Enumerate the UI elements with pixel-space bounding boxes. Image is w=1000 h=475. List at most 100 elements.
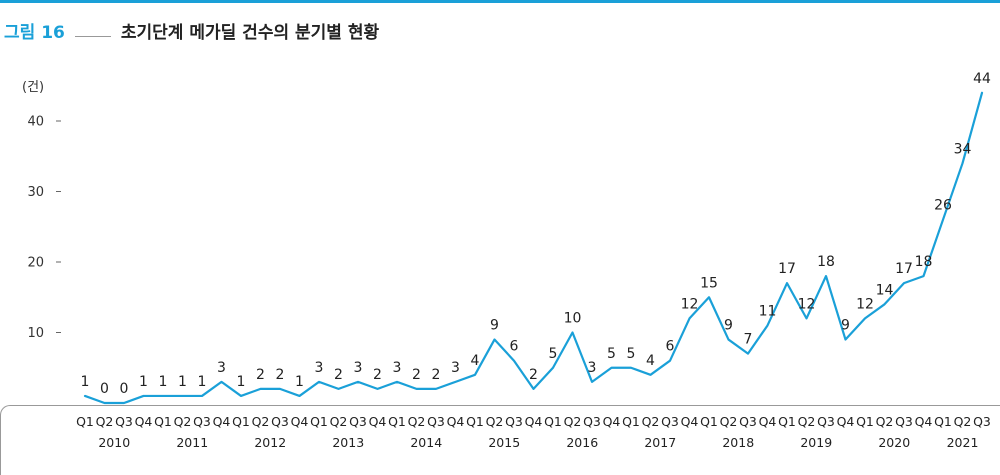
data-label: 0 bbox=[120, 381, 129, 397]
x-tick-label-year: 2010 bbox=[98, 435, 130, 450]
x-tick-label-quarter: Q3 bbox=[115, 414, 133, 429]
x-tick-label-year: 2018 bbox=[722, 435, 754, 450]
x-tick-label-year: 2013 bbox=[332, 435, 364, 450]
data-label: 3 bbox=[315, 360, 324, 376]
data-label: 1 bbox=[139, 374, 148, 390]
x-tick-label-year: 2012 bbox=[254, 435, 286, 450]
data-label: 1 bbox=[237, 374, 246, 390]
x-tick-label-quarter: Q2 bbox=[876, 414, 894, 429]
data-label: 2 bbox=[529, 367, 538, 383]
data-label: 5 bbox=[607, 346, 616, 362]
data-label: 44 bbox=[973, 71, 991, 87]
data-label: 18 bbox=[817, 254, 835, 270]
x-tick-label-quarter: Q1 bbox=[934, 414, 952, 429]
data-label: 17 bbox=[778, 261, 796, 277]
x-tick-label-quarter: Q4 bbox=[603, 414, 621, 429]
x-tick-label-quarter: Q3 bbox=[583, 414, 601, 429]
x-tick-label-quarter: Q2 bbox=[96, 414, 114, 429]
y-axis-unit-label: (건) bbox=[22, 80, 45, 95]
data-label: 4 bbox=[471, 353, 480, 369]
x-tick-label-quarter: Q4 bbox=[213, 414, 231, 429]
x-tick-label-year: 2020 bbox=[878, 435, 910, 450]
data-label: 9 bbox=[841, 318, 850, 334]
data-label: 1 bbox=[178, 374, 187, 390]
x-tick-label-quarter: Q2 bbox=[408, 414, 426, 429]
data-label: 1 bbox=[159, 374, 168, 390]
x-tick-label-quarter: Q4 bbox=[681, 414, 699, 429]
data-label: 5 bbox=[627, 346, 636, 362]
x-tick-label-quarter: Q1 bbox=[622, 414, 640, 429]
x-tick-label-quarter: Q3 bbox=[427, 414, 445, 429]
x-tick-label-quarter: Q3 bbox=[973, 414, 991, 429]
y-tick-label: 10 bbox=[27, 326, 44, 341]
data-label: 6 bbox=[510, 339, 519, 355]
x-tick-label-quarter: Q3 bbox=[349, 414, 367, 429]
data-label: 2 bbox=[334, 367, 343, 383]
data-label: 18 bbox=[915, 254, 933, 270]
data-label: 17 bbox=[895, 261, 913, 277]
x-tick-label-quarter: Q2 bbox=[564, 414, 582, 429]
x-tick-label-year: 2015 bbox=[488, 435, 520, 450]
data-label: 5 bbox=[549, 346, 558, 362]
y-tick-label: 30 bbox=[27, 185, 44, 200]
x-tick-label-quarter: Q1 bbox=[700, 414, 718, 429]
x-tick-label-quarter: Q2 bbox=[174, 414, 192, 429]
x-tick-label-quarter: Q4 bbox=[525, 414, 543, 429]
figure-label: 그림 16 bbox=[4, 22, 65, 43]
data-label: 0 bbox=[100, 381, 109, 397]
data-label: 3 bbox=[393, 360, 402, 376]
x-tick-label-quarter: Q3 bbox=[505, 414, 523, 429]
data-label: 12 bbox=[798, 296, 816, 312]
x-tick-label-quarter: Q3 bbox=[193, 414, 211, 429]
x-tick-label-quarter: Q2 bbox=[642, 414, 660, 429]
x-tick-label-year: 2014 bbox=[410, 435, 442, 450]
x-tick-label-quarter: Q2 bbox=[486, 414, 504, 429]
data-label: 10 bbox=[564, 311, 582, 327]
data-label: 2 bbox=[256, 367, 265, 383]
x-tick-label-quarter: Q4 bbox=[915, 414, 933, 429]
x-tick-label-quarter: Q2 bbox=[330, 414, 348, 429]
data-label: 2 bbox=[412, 367, 421, 383]
data-label: 1 bbox=[81, 374, 90, 390]
x-tick-label-quarter: Q1 bbox=[76, 414, 94, 429]
x-tick-label-quarter: Q4 bbox=[447, 414, 465, 429]
data-label: 14 bbox=[876, 282, 894, 298]
x-axis-frame bbox=[0, 405, 1000, 475]
y-tick-label: 40 bbox=[27, 115, 44, 130]
data-label: 2 bbox=[373, 367, 382, 383]
figure-label-separator bbox=[74, 35, 111, 37]
x-tick-label-quarter: Q2 bbox=[720, 414, 738, 429]
x-tick-label-quarter: Q1 bbox=[778, 414, 796, 429]
data-label: 1 bbox=[198, 374, 207, 390]
x-tick-label-quarter: Q4 bbox=[369, 414, 387, 429]
x-tick-label-quarter: Q3 bbox=[271, 414, 289, 429]
x-tick-label-quarter: Q3 bbox=[661, 414, 679, 429]
data-label: 1 bbox=[295, 374, 304, 390]
x-tick-label-quarter: Q1 bbox=[856, 414, 874, 429]
data-label: 3 bbox=[354, 360, 363, 376]
x-tick-label-quarter: Q4 bbox=[135, 414, 153, 429]
data-label: 9 bbox=[490, 318, 499, 334]
x-tick-label-year: 2019 bbox=[800, 435, 832, 450]
data-label: 12 bbox=[856, 296, 874, 312]
x-tick-label-quarter: Q1 bbox=[466, 414, 484, 429]
x-tick-label-quarter: Q4 bbox=[291, 414, 309, 429]
x-tick-label-quarter: Q1 bbox=[388, 414, 406, 429]
data-label: 3 bbox=[451, 360, 460, 376]
x-tick-label-quarter: Q3 bbox=[817, 414, 835, 429]
x-tick-label-year: 2021 bbox=[947, 435, 979, 450]
top-accent-rule bbox=[0, 0, 1000, 3]
data-label: 2 bbox=[276, 367, 285, 383]
figure-header: 그림 16 초기단계 메가딜 건수의 분기별 현황 bbox=[4, 18, 379, 43]
x-tick-label-quarter: Q1 bbox=[544, 414, 562, 429]
data-label: 11 bbox=[759, 303, 777, 319]
data-label: 26 bbox=[934, 198, 952, 214]
x-tick-label-quarter: Q2 bbox=[798, 414, 816, 429]
x-tick-label-quarter: Q2 bbox=[252, 414, 270, 429]
x-tick-label-year: 2017 bbox=[644, 435, 676, 450]
data-label: 3 bbox=[217, 360, 226, 376]
x-tick-label-year: 2016 bbox=[566, 435, 598, 450]
x-tick-label-quarter: Q4 bbox=[759, 414, 777, 429]
x-tick-label-quarter: Q1 bbox=[310, 414, 328, 429]
